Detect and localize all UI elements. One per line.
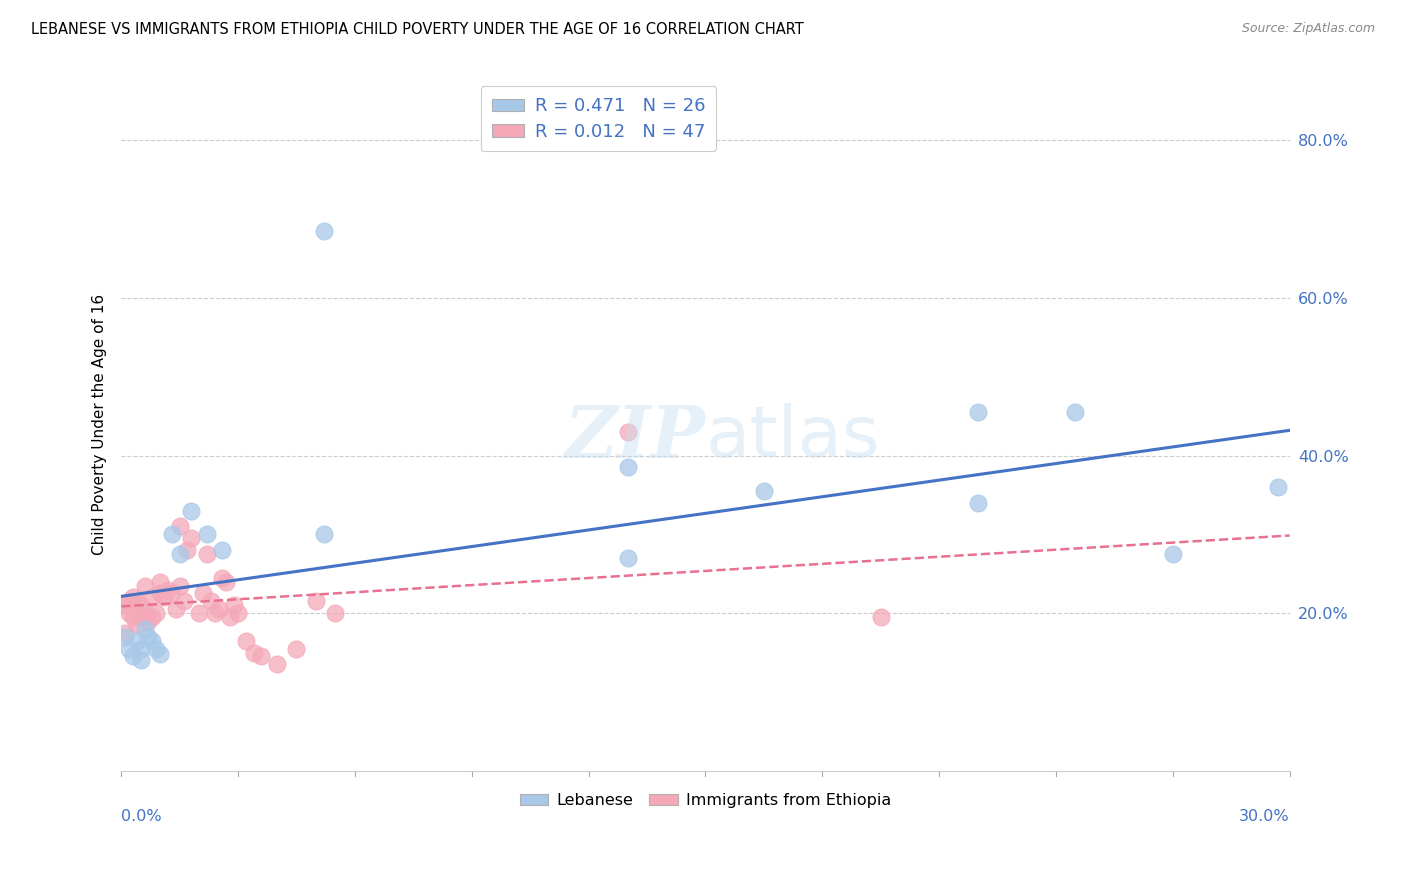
Point <box>204 606 226 620</box>
Point <box>156 582 179 597</box>
Point <box>207 602 229 616</box>
Point <box>145 641 167 656</box>
Point <box>141 591 163 605</box>
Point <box>616 551 638 566</box>
Point <box>219 610 242 624</box>
Text: LEBANESE VS IMMIGRANTS FROM ETHIOPIA CHILD POVERTY UNDER THE AGE OF 16 CORRELATI: LEBANESE VS IMMIGRANTS FROM ETHIOPIA CHI… <box>31 22 804 37</box>
Point <box>211 543 233 558</box>
Point <box>160 527 183 541</box>
Point <box>149 586 172 600</box>
Point <box>122 610 145 624</box>
Point <box>114 625 136 640</box>
Text: atlas: atlas <box>706 403 880 473</box>
Point <box>215 574 238 589</box>
Point <box>188 606 211 620</box>
Point <box>752 483 775 498</box>
Point <box>250 649 273 664</box>
Point <box>134 606 156 620</box>
Point <box>165 602 187 616</box>
Point <box>122 591 145 605</box>
Point <box>305 594 328 608</box>
Point <box>129 599 152 613</box>
Point <box>1064 405 1087 419</box>
Point <box>173 594 195 608</box>
Point <box>1267 480 1289 494</box>
Point <box>125 594 148 608</box>
Point <box>169 547 191 561</box>
Point <box>118 641 141 656</box>
Point <box>145 606 167 620</box>
Point <box>242 646 264 660</box>
Point <box>195 527 218 541</box>
Point <box>125 618 148 632</box>
Point <box>211 571 233 585</box>
Point <box>129 610 152 624</box>
Point <box>312 224 335 238</box>
Point <box>180 531 202 545</box>
Point <box>191 586 214 600</box>
Point <box>616 460 638 475</box>
Point <box>169 578 191 592</box>
Point <box>312 527 335 541</box>
Point <box>141 633 163 648</box>
Point <box>967 496 990 510</box>
Point <box>967 405 990 419</box>
Point <box>122 649 145 664</box>
Point <box>200 594 222 608</box>
Point <box>118 606 141 620</box>
Point <box>266 657 288 672</box>
Point <box>138 630 160 644</box>
Point <box>160 586 183 600</box>
Point <box>118 594 141 608</box>
Point <box>285 641 308 656</box>
Point <box>134 622 156 636</box>
Point <box>176 543 198 558</box>
Point <box>180 504 202 518</box>
Point <box>226 606 249 620</box>
Point <box>129 641 152 656</box>
Point <box>134 578 156 592</box>
Point <box>114 630 136 644</box>
Point <box>325 606 347 620</box>
Point <box>1161 547 1184 561</box>
Point <box>129 653 152 667</box>
Text: Source: ZipAtlas.com: Source: ZipAtlas.com <box>1241 22 1375 36</box>
Point <box>141 610 163 624</box>
Point <box>114 599 136 613</box>
Point <box>195 547 218 561</box>
Point <box>869 610 891 624</box>
Point <box>616 425 638 439</box>
Point <box>149 647 172 661</box>
Text: ZIP: ZIP <box>565 402 706 474</box>
Text: 0.0%: 0.0% <box>121 809 162 824</box>
Point <box>125 633 148 648</box>
Text: 30.0%: 30.0% <box>1239 809 1289 824</box>
Y-axis label: Child Poverty Under the Age of 16: Child Poverty Under the Age of 16 <box>93 293 107 555</box>
Point <box>224 599 246 613</box>
Point <box>149 574 172 589</box>
Point <box>169 519 191 533</box>
Point <box>153 591 176 605</box>
Point <box>235 633 257 648</box>
Point <box>138 614 160 628</box>
Legend: Lebanese, Immigrants from Ethiopia: Lebanese, Immigrants from Ethiopia <box>513 787 897 814</box>
